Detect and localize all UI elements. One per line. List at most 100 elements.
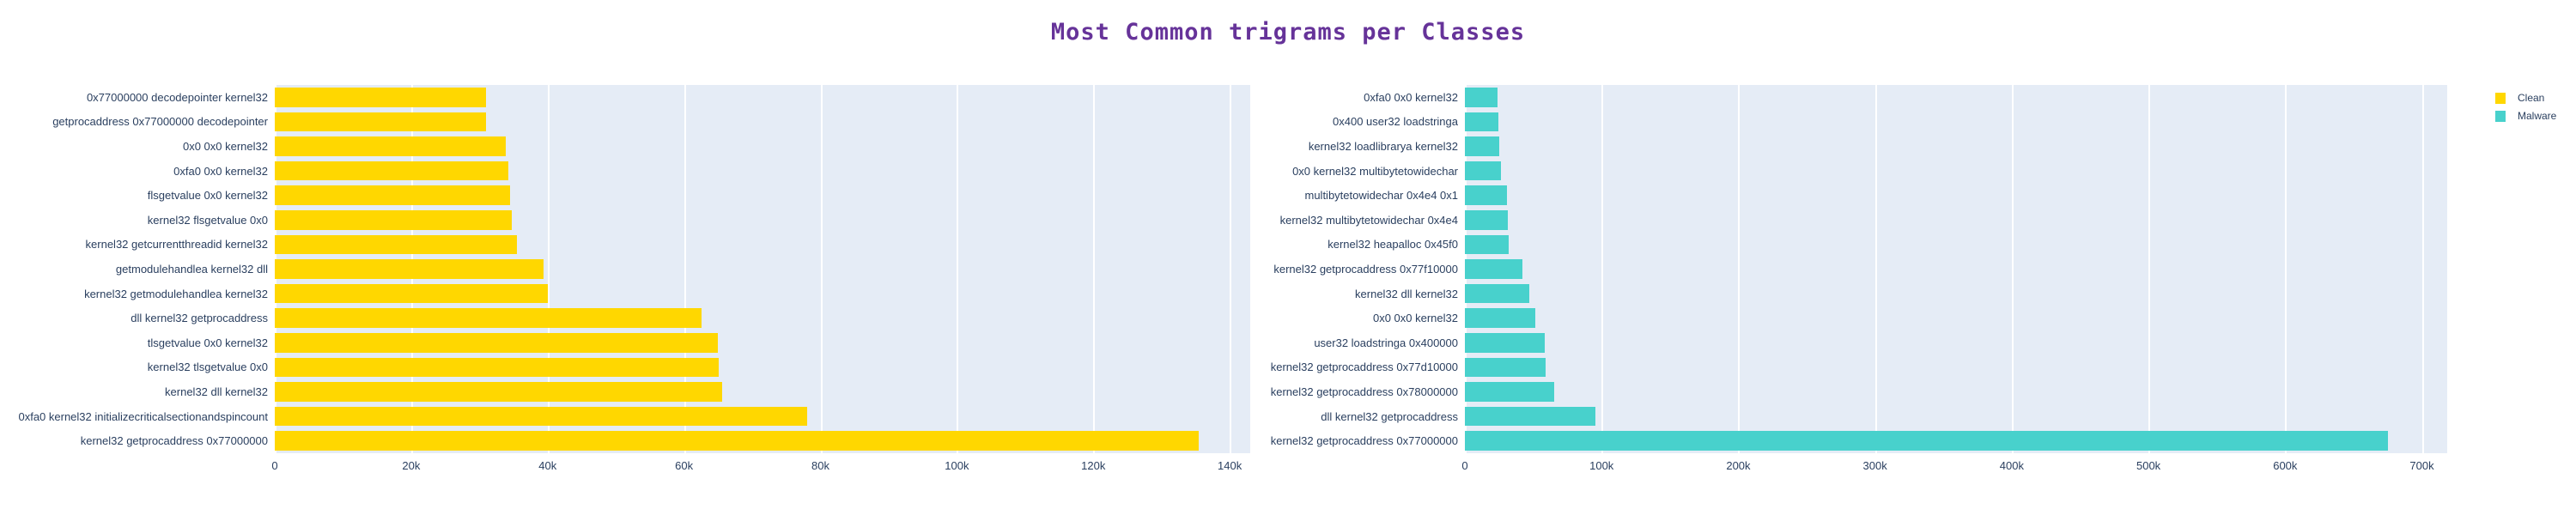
bar[interactable] — [275, 283, 548, 304]
bar-row — [275, 404, 1250, 429]
gridline — [2285, 85, 2287, 453]
bar[interactable] — [275, 234, 517, 255]
y-axis-label: 0x400 user32 loadstringa — [1333, 115, 1458, 129]
legend-label-clean: Clean — [2518, 92, 2545, 104]
y-axis-label: kernel32 flsgetvalue 0x0 — [147, 213, 268, 227]
x-axis-tick-label: 600k — [2273, 459, 2298, 472]
x-axis-tick-label: 60k — [675, 459, 694, 472]
gridline — [683, 85, 686, 453]
bar-row — [1465, 257, 2447, 282]
y-axis-label: kernel32 getprocaddress 0x78000000 — [1270, 385, 1458, 398]
bar[interactable] — [1465, 283, 1529, 304]
bar[interactable] — [1465, 308, 1535, 328]
legend-label-malware: Malware — [2518, 110, 2557, 122]
malware-bar-chart: 0xfa0 0x0 kernel32 0x400 user32 loadstrin… — [1271, 85, 2447, 472]
bar-row — [1465, 379, 2447, 404]
bar[interactable] — [1465, 332, 1545, 353]
bar[interactable] — [275, 88, 487, 107]
bar-row — [1465, 208, 2447, 233]
bar-row — [1465, 159, 2447, 184]
bar[interactable] — [275, 406, 807, 427]
y-axis-label: 0x0 0x0 kernel32 — [182, 139, 268, 153]
y-axis-label: getmodulehandlea kernel32 dll — [115, 262, 268, 276]
malware-y-axis-labels: 0xfa0 0x0 kernel32 0x400 user32 loadstrin… — [1175, 85, 1458, 453]
y-axis-label: 0x0 0x0 kernel32 — [1372, 312, 1458, 325]
bar[interactable] — [275, 136, 507, 156]
clean-x-axis-ticks: 0 20k 40k 60k 80k 100k 120k 140k — [271, 459, 1250, 476]
bar[interactable] — [275, 308, 702, 328]
x-axis-tick-label: 500k — [2136, 459, 2161, 472]
malware-plot-area — [1465, 85, 2447, 453]
x-axis-tick-label: 140k — [1218, 459, 1242, 472]
y-axis-label: 0xfa0 kernel32 initializecriticalsection… — [18, 409, 268, 423]
bar-row — [275, 159, 1250, 184]
bar-row — [275, 306, 1250, 330]
legend-item-malware[interactable]: Malware — [2495, 110, 2556, 122]
y-axis-label: kernel32 multibytetowidechar 0x4e4 — [1279, 213, 1458, 227]
y-axis-label: kernel32 loadlibrarya kernel32 — [1308, 139, 1458, 153]
bar-row — [275, 379, 1250, 404]
x-axis-tick-label: 20k — [402, 459, 421, 472]
gridline — [2148, 85, 2151, 453]
bar[interactable] — [1465, 136, 1499, 156]
bar-row — [1465, 282, 2447, 306]
bar-row — [1465, 233, 2447, 258]
bar[interactable] — [275, 357, 720, 378]
bar[interactable] — [1465, 88, 1498, 107]
x-axis-tick-label: 0 — [271, 459, 278, 472]
x-axis-tick-label: 80k — [811, 459, 829, 472]
bar[interactable] — [275, 161, 508, 181]
bar-row — [275, 208, 1250, 233]
y-axis-label: kernel32 getcurrentthreadid kernel32 — [85, 238, 268, 251]
bar[interactable] — [275, 431, 1200, 451]
gridline — [1093, 85, 1096, 453]
bar[interactable] — [275, 112, 487, 132]
bar[interactable] — [1465, 161, 1501, 181]
legend-item-clean[interactable]: Clean — [2495, 92, 2556, 104]
bar[interactable] — [1465, 112, 1498, 132]
malware-swatch-icon — [2495, 110, 2506, 122]
bar-row — [275, 257, 1250, 282]
gridline — [820, 85, 823, 453]
y-axis-label: 0x77000000 decodepointer kernel32 — [86, 90, 268, 104]
x-axis-tick-label: 400k — [1999, 459, 2024, 472]
y-axis-label: getprocaddress 0x77000000 decodepointer — [52, 115, 268, 129]
bar-row — [275, 183, 1250, 208]
clean-swatch-icon — [2495, 92, 2506, 104]
bar-row — [275, 355, 1250, 380]
bar[interactable] — [1465, 382, 1554, 402]
y-axis-label: 0x0 kernel32 multibytetowidechar — [1292, 164, 1458, 178]
y-axis-label: dll kernel32 getprocaddress — [131, 312, 268, 325]
gridline — [547, 85, 550, 453]
x-axis-tick-label: 120k — [1081, 459, 1106, 472]
malware-x-axis-ticks: 0 100k 200k 300k 400k 500k 600k 700k — [1461, 459, 2447, 476]
y-axis-label: kernel32 getprocaddress 0x77000000 — [1270, 434, 1458, 448]
bar[interactable] — [1465, 357, 1546, 378]
y-axis-label: kernel32 dll kernel32 — [1355, 287, 1458, 300]
bar-row — [1465, 428, 2447, 453]
chart-title: Most Common trigrams per Classes — [1050, 19, 1526, 45]
bar[interactable] — [275, 185, 511, 205]
bar[interactable] — [1465, 185, 1508, 205]
bar[interactable] — [1465, 259, 1523, 279]
bar[interactable] — [1465, 431, 2388, 451]
bar[interactable] — [1465, 234, 1509, 255]
bar-row — [275, 428, 1250, 453]
bar[interactable] — [275, 259, 544, 279]
y-axis-label: kernel32 heapalloc 0x45f0 — [1327, 238, 1458, 251]
gridline — [1230, 85, 1232, 453]
bars-container — [1465, 85, 2447, 453]
bar[interactable] — [275, 209, 513, 230]
gridline — [1738, 85, 1741, 453]
bar[interactable] — [1465, 406, 1595, 427]
bar[interactable] — [275, 382, 723, 402]
y-axis-label: flsgetvalue 0x0 kernel32 — [147, 189, 268, 203]
y-axis-label: 0xfa0 0x0 kernel32 — [173, 164, 268, 178]
bar-row — [1465, 110, 2447, 135]
clean-y-axis-labels: 0x77000000 decodepointer kernel32 getproc… — [0, 85, 268, 453]
gridline — [2421, 85, 2424, 453]
bar-row — [1465, 330, 2447, 355]
bar[interactable] — [275, 332, 718, 353]
bar[interactable] — [1465, 209, 1508, 230]
y-axis-label: multibytetowidechar 0x4e4 0x1 — [1304, 189, 1459, 203]
